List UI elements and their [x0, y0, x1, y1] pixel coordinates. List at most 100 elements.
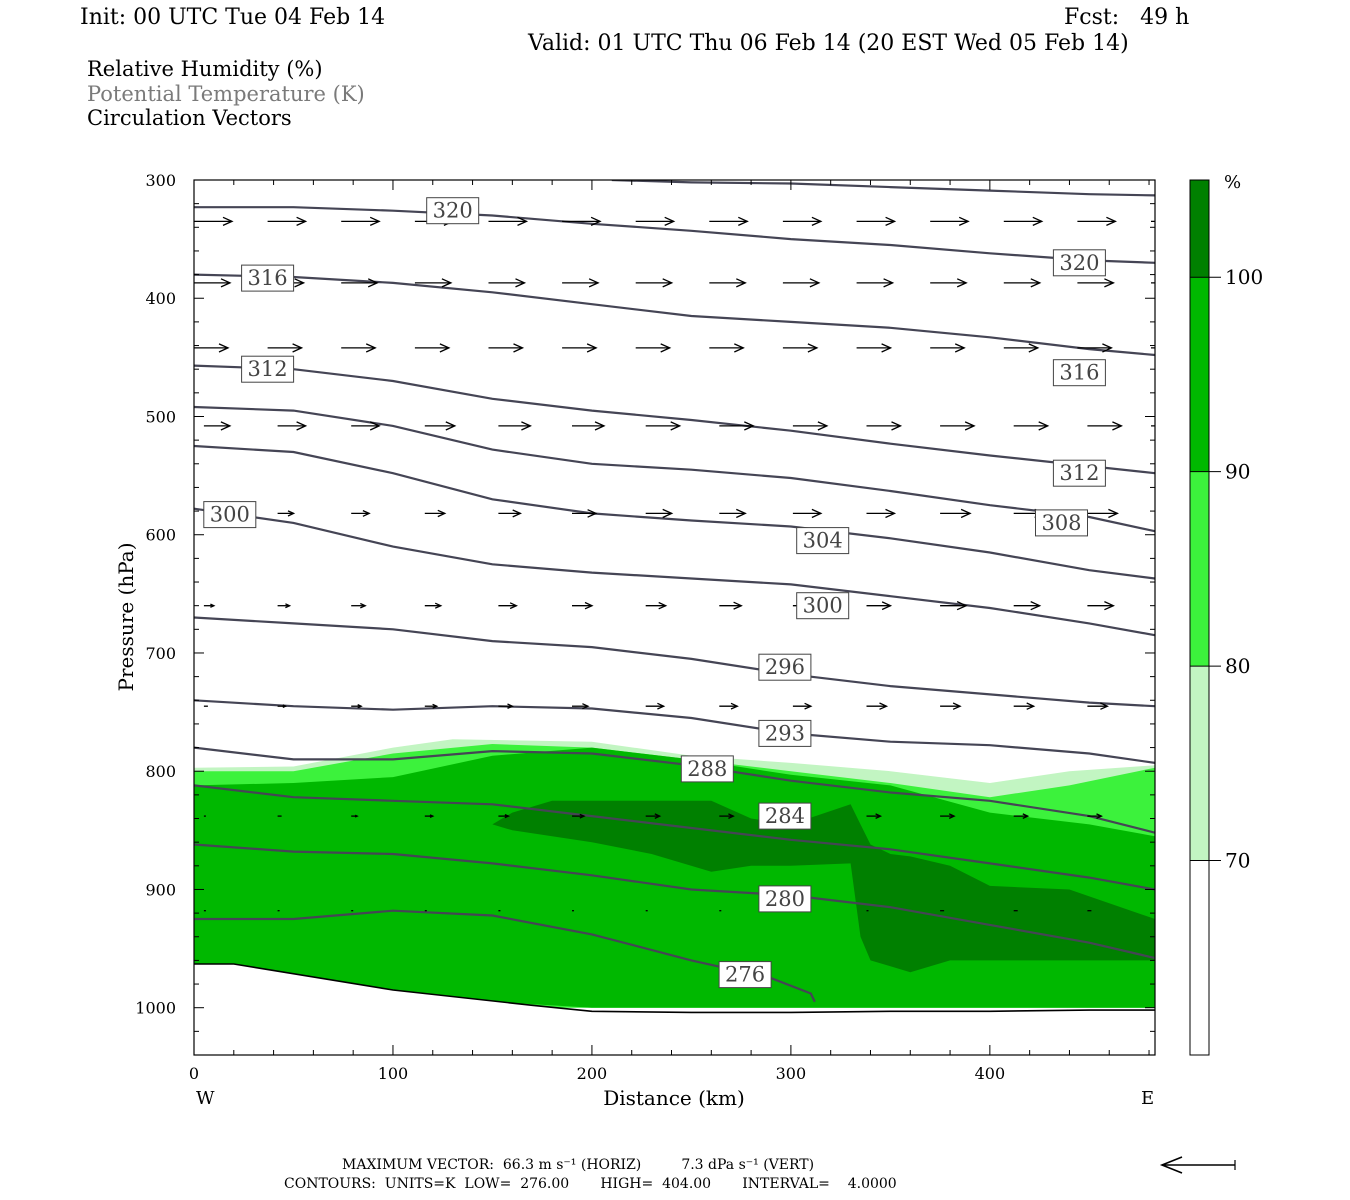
theta-label-316: 316: [1059, 361, 1099, 385]
vector-arrow: [277, 603, 292, 609]
vector-arrow: [792, 508, 823, 519]
vector-arrow: [709, 216, 749, 226]
vector-arrow: [1087, 702, 1109, 710]
vector-arrow: [1087, 421, 1123, 431]
vector-arrow: [488, 343, 525, 353]
theta-contour-296: [194, 616, 1155, 708]
theta-label-284-box: [758, 802, 812, 830]
vector-arrow: [424, 421, 457, 431]
y-axis-title: Pressure (hPa): [114, 543, 138, 692]
plot-frame: [193, 179, 1156, 1056]
x-tick-label: 100: [378, 1064, 409, 1083]
vector-arrow: [645, 702, 666, 710]
colorbar-swatch: [1190, 860, 1209, 1055]
vector-arrow: [940, 421, 976, 431]
vector-arrow: [1013, 813, 1030, 819]
theta-contour-312: [194, 364, 1155, 475]
colorbar-swatch: [1190, 180, 1209, 278]
vector-arrow: [277, 421, 308, 431]
theta-label-308-box: [1035, 509, 1088, 537]
vector-arrow: [866, 421, 903, 431]
vector-arrow: [635, 216, 676, 226]
theta-contour-324: [611, 180, 1155, 197]
theta-label-320-box: [1052, 249, 1106, 277]
vector-arrow: [866, 813, 883, 819]
x-end-label-east: E: [1141, 1088, 1154, 1109]
vector-arrow: [277, 704, 288, 708]
theta-label-312: 312: [1059, 461, 1099, 485]
colorbar-label: 70: [1225, 849, 1250, 873]
y-tick-label: 500: [145, 407, 176, 426]
vector-arrow: [424, 602, 443, 609]
vector-arrow: [341, 278, 379, 288]
axis-layer: 300 400 500 600 700 800 900 1000 0 100 200 300 400: [135, 171, 1155, 1083]
vector-arrow: [572, 421, 606, 431]
theta-label-layer: 276 280 284 288 293 296 300 304 308 312 316 320 320 3…: [203, 197, 1106, 989]
vector-arrow: [866, 702, 889, 710]
rh-fill-layer: [194, 739, 1155, 1008]
vector-arrow: [1087, 601, 1115, 611]
theta-label-304: 304: [803, 529, 843, 553]
theta-label-316-box: [1052, 359, 1106, 387]
vector-arrow: [1151, 282, 1155, 284]
vector-arrow: [1077, 216, 1117, 226]
vector-arrow: [782, 278, 821, 288]
theta-label-293-box: [758, 719, 812, 747]
theta-label-extra-3-box: [203, 501, 257, 529]
y-tick-label: 800: [145, 762, 176, 781]
theta-contour-316: [194, 273, 1155, 357]
vector-arrow: [940, 813, 956, 819]
vector-arrow: [194, 216, 234, 226]
vector-arrow: [562, 343, 598, 353]
vector-arrow: [194, 278, 232, 288]
vector-arrow: [940, 601, 968, 611]
vector-arrow: [940, 702, 962, 710]
x-end-label-west: W: [196, 1088, 215, 1109]
theta-label-extra-1: 316: [248, 266, 288, 290]
vector-arrow: [267, 343, 304, 353]
theta-label-308: 308: [1041, 511, 1081, 535]
colorbar: 70 80 90 100: [1189, 179, 1263, 1056]
theta-contour-276: [194, 909, 816, 1003]
rh-area-100: [492, 800, 1155, 973]
vector-arrow: [719, 601, 743, 610]
theta-label-extra-3: 300: [210, 503, 250, 527]
vector-arrow: [488, 278, 527, 288]
colorbar-label: 90: [1225, 460, 1250, 484]
vector-arrow: [645, 508, 674, 519]
vector-arrow: [572, 601, 594, 610]
vector-arrow: [719, 421, 755, 431]
field-label-rh: Relative Humidity (%): [87, 57, 323, 81]
theta-contour-308: [194, 405, 1155, 533]
colorbar-swatch: [1190, 277, 1209, 472]
vector-arrow: [635, 278, 674, 288]
theta-label-288: 288: [687, 757, 727, 781]
theta-label-300-box: [796, 592, 850, 620]
vector-arrow: [194, 343, 230, 353]
vector-arrow: [414, 278, 453, 288]
vector-arrow: [1003, 278, 1042, 288]
theta-label-284: 284: [765, 804, 805, 828]
vector-arrow: [645, 421, 682, 431]
ground-surface-line: [194, 963, 1155, 1014]
y-tick-label: 600: [145, 526, 176, 545]
ground-layer: [194, 963, 1155, 1055]
vector-arrow: [782, 216, 823, 226]
field-label-theta: Potential Temperature (K): [87, 82, 365, 106]
vector-arrow: [1077, 343, 1113, 353]
theta-contour-320: [194, 206, 1155, 264]
vector-arrow: [572, 509, 598, 518]
vector-arrow: [1151, 220, 1155, 223]
vector-arrow: [351, 510, 371, 517]
y-tick-label: 900: [145, 880, 176, 899]
theta-label-extra-1-box: [241, 264, 295, 292]
init-time: Init: 00 UTC Tue 04 Feb 14: [80, 5, 386, 30]
theta-contour-284: [194, 784, 1155, 891]
vector-arrow: [856, 343, 893, 353]
colorbar-unit: %: [1224, 172, 1241, 193]
theta-label-276: 276: [725, 963, 765, 987]
x-axis-title: Distance (km): [603, 1086, 745, 1110]
vector-arrow: [866, 601, 893, 611]
vector-arrow: [782, 343, 819, 353]
